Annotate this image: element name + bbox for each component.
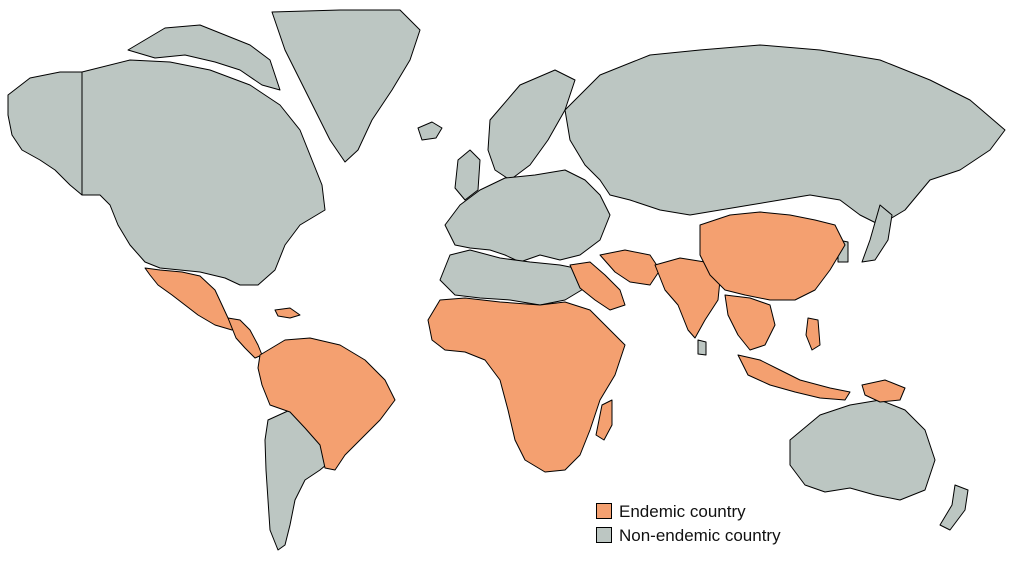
alaska-region <box>7 71 83 196</box>
south-america-tropical-region <box>257 337 396 471</box>
china-region <box>699 211 846 301</box>
non-endemic-swatch <box>596 527 612 543</box>
greenland-region <box>271 9 421 163</box>
papua-new-guinea-region <box>861 379 906 403</box>
legend-item-non-endemic: Non-endemic country <box>596 523 781 547</box>
uk-ireland-region <box>454 149 481 201</box>
iceland-region <box>417 121 443 141</box>
legend-label-non-endemic: Non-endemic country <box>619 525 781 545</box>
north-america-region <box>81 59 326 286</box>
japan-region <box>861 204 893 263</box>
philippines-region <box>805 317 821 351</box>
europe-region <box>444 169 611 263</box>
endemic-regions <box>144 211 906 473</box>
central-america-region <box>227 317 263 359</box>
non-endemic-regions <box>7 9 1006 551</box>
endemic-swatch <box>596 503 612 519</box>
legend-label-endemic: Endemic country <box>619 501 746 521</box>
australia-region <box>789 399 936 501</box>
map-legend: Endemic country Non-endemic country <box>596 499 781 547</box>
sri-lanka-region <box>697 339 707 356</box>
russia-region <box>564 44 1006 226</box>
scandinavia-region <box>487 69 576 181</box>
legend-item-endemic: Endemic country <box>596 499 781 523</box>
africa-sub-saharan-region <box>427 297 626 473</box>
india-region <box>654 257 721 339</box>
middle-east-south-region <box>599 249 661 286</box>
canadian-arctic-islands-region <box>127 24 281 91</box>
arabia-south-region <box>569 261 626 311</box>
north-africa-region <box>439 249 591 306</box>
southeast-asia-region <box>724 294 776 351</box>
caribbean-island-region <box>274 307 301 319</box>
madagascar-region <box>595 399 613 441</box>
new-zealand-region <box>939 484 969 531</box>
indonesia-region <box>737 354 851 401</box>
